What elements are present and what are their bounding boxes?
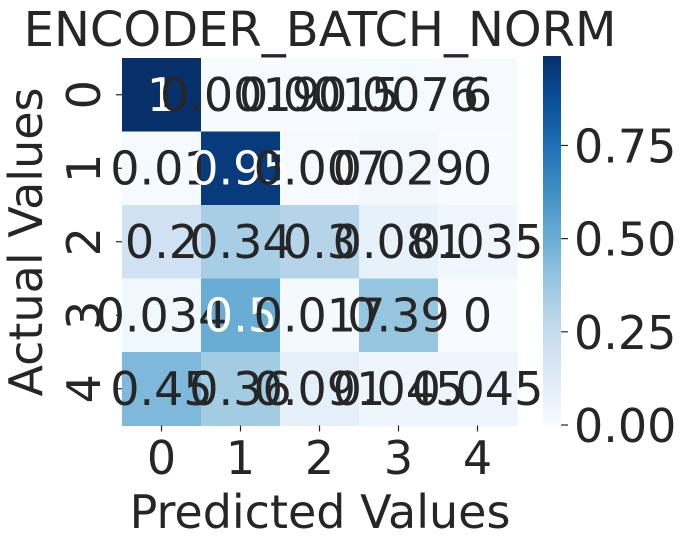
colorbar-tick-label: 0.25: [574, 306, 676, 360]
heatmap-cell: [359, 58, 439, 132]
cell-annotation: 0.45: [110, 362, 212, 416]
heatmap-cell: [438, 278, 518, 353]
heatmap-cell: [122, 352, 202, 426]
x-tick-label: 2: [305, 431, 334, 485]
cell-annotation: 0.2: [125, 215, 198, 269]
heatmap-cell: [122, 205, 202, 279]
chart-title: ENCODER_BATCH_NORM: [24, 2, 617, 58]
heatmap-cell: [438, 205, 518, 279]
heatmap-cell: [359, 352, 439, 426]
heatmap-cell: [438, 131, 518, 206]
heatmap-cell: [122, 131, 202, 206]
cell-annotation: 0.0015: [239, 68, 400, 122]
y-tick-label: 4: [57, 374, 111, 403]
cell-annotation: 0.01: [110, 141, 212, 195]
y-tick-label: 0: [57, 80, 111, 109]
cell-annotation: 0.0076: [318, 68, 479, 122]
heatmap-cell: [280, 352, 360, 426]
heatmap-cell: [359, 278, 439, 353]
x-tick-label: 0: [147, 431, 176, 485]
heatmap-cell: [359, 131, 439, 206]
cell-annotations: 10.00190.00150.007660.010.950.0070.02900…: [96, 68, 544, 416]
heatmap-cell: [280, 131, 360, 206]
cell-annotation: 0.035: [412, 215, 544, 269]
x-axis-label: Predicted Values: [130, 485, 511, 539]
cell-annotation: 0.081: [333, 215, 465, 269]
cell-annotation: 0.045: [333, 362, 465, 416]
cell-annotation: 0.34: [189, 215, 291, 269]
x-tick-label: 4: [463, 431, 492, 485]
heatmap-cell: [280, 278, 360, 353]
cell-annotation: 6: [463, 68, 492, 122]
colorbar: [543, 56, 561, 425]
cell-annotation: 0.5: [204, 288, 277, 342]
colorbar-ticks: 0.00 0.25 0.50 0.75: [561, 119, 676, 453]
heatmap-cell: [201, 278, 281, 353]
heatmap-cell: [201, 58, 281, 132]
cell-annotation: 0.017: [254, 288, 386, 342]
cell-annotation: 1: [147, 68, 176, 122]
heatmap-cell: [122, 278, 202, 353]
colorbar-tick-label: 0.75: [574, 119, 676, 173]
cell-annotation: 0.3: [283, 215, 356, 269]
y-tick-label: 2: [57, 227, 111, 256]
y-tick-labels: 0 1 2 3 4: [57, 80, 122, 403]
heatmap-cells: [122, 58, 518, 426]
heatmap-cell: [201, 352, 281, 426]
heatmap-cell: [359, 205, 439, 279]
x-tick-label: 1: [226, 431, 255, 485]
heatmap-cell: [201, 131, 281, 206]
cell-annotation: 0.045: [412, 362, 544, 416]
cell-annotation: 0: [463, 141, 492, 195]
cell-annotation: 0.95: [189, 141, 291, 195]
y-tick-label: 3: [57, 301, 111, 330]
heatmap-cell: [438, 352, 518, 426]
cell-annotation: 0.0019: [160, 68, 321, 122]
heatmap-cell: [201, 205, 281, 279]
cell-annotation: 0.39: [347, 288, 449, 342]
colorbar-tick-label: 0.00: [574, 399, 676, 453]
heatmap-cell: [438, 58, 518, 132]
cell-annotation: 0.007: [254, 141, 386, 195]
colorbar-tick-label: 0.50: [574, 213, 676, 267]
cell-annotation: 0.36: [189, 362, 291, 416]
x-tick-label: 3: [384, 431, 413, 485]
cell-annotation: 0.091: [254, 362, 386, 416]
heatmap-cell: [280, 205, 360, 279]
y-axis-label: Actual Values: [0, 87, 53, 396]
cell-annotation: 0: [463, 288, 492, 342]
y-tick-label: 1: [57, 154, 111, 183]
heatmap-cell: [122, 58, 202, 132]
heatmap-cell: [280, 58, 360, 132]
cell-annotation: 0.029: [333, 141, 465, 195]
